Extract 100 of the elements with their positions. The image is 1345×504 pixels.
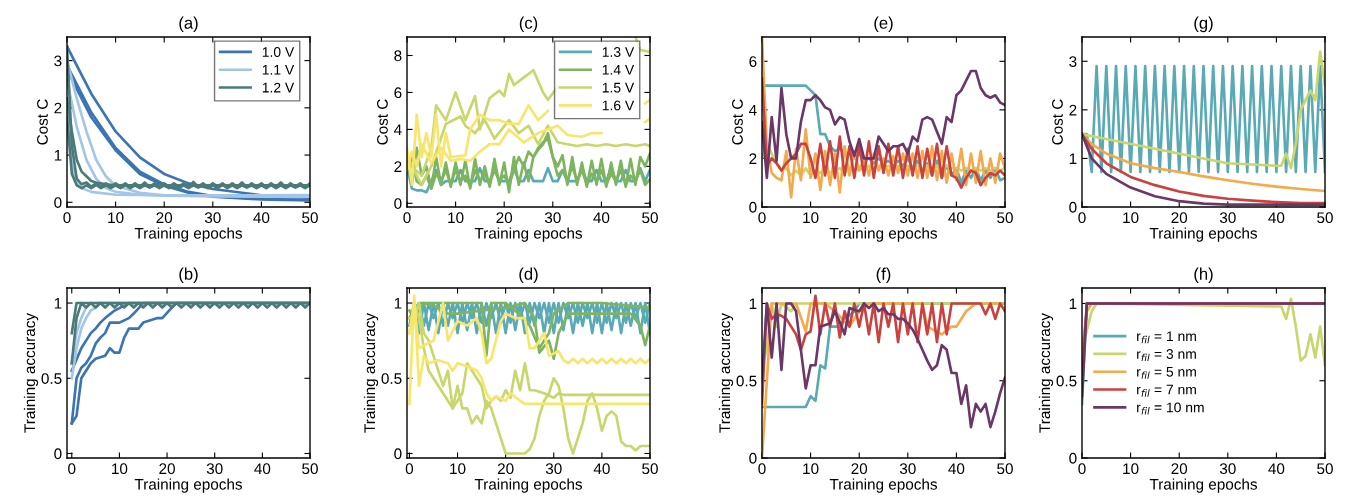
x-tick-label: 10 [448,212,464,224]
y-tick-label: 0.5 [736,375,757,387]
chart-title: (g) [1194,16,1213,33]
chart-title: (f) [876,267,891,284]
x-tick-label: 10 [108,212,124,224]
y-tick-label: 0 [394,198,402,209]
x-tick-label: 10 [450,463,466,475]
chart-title: (h) [1194,267,1213,284]
y-axis-title: Cost C [732,99,743,145]
chart-title: (e) [874,16,893,33]
x-tick-label: 50 [1317,212,1333,224]
x-axis-title: Training epochs [829,478,938,493]
y-tick-label: 1 [1069,298,1077,309]
legend-label: 1.1 V [262,65,295,75]
y-axis-title: Training accuracy [1038,313,1054,433]
legend-label: 1.5 V [602,82,635,93]
legend-label: 1.3 V [602,47,635,57]
legend-label: 1.2 V [262,82,295,93]
x-tick-label: 10 [1123,212,1139,224]
y-axis-title: Cost C [377,99,388,145]
legend-label: r$_{fil}$ = 5 nm [1137,367,1196,379]
x-tick-label: 50 [997,212,1013,224]
x-tick-label: 20 [851,463,868,475]
x-tick-label: 10 [803,463,819,475]
y-tick-label: 0 [749,452,757,464]
y-tick-label: 1 [54,298,62,309]
x-tick-label: 10 [1123,463,1139,475]
x-tick-label: 30 [1219,212,1236,224]
x-tick-label: 40 [1268,463,1285,475]
x-tick-label: 20 [156,212,173,224]
x-tick-label: 50 [642,212,658,224]
x-tick-label: 30 [899,463,916,475]
x-tick-label: 0 [1078,463,1086,475]
x-tick-label: 40 [593,463,610,475]
chart-title: (d) [519,267,538,284]
chart-title: (b) [179,267,198,284]
y-tick-label: 0 [1069,201,1077,213]
x-tick-label: 0 [758,463,766,475]
y-tick-label: 0.5 [1056,375,1077,387]
legend-label: 1.6 V [602,100,635,111]
y-tick-label: 4 [748,104,757,116]
x-tick-label: 30 [204,212,221,224]
x-axis-title: Training epochs [474,227,583,242]
y-tick-label: 6 [394,87,402,99]
x-tick-label: 20 [851,212,868,224]
y-tick-label: 0.5 [381,373,402,384]
x-tick-label: 20 [497,463,514,475]
y-tick-label: 1 [394,298,402,309]
x-tick-label: 30 [545,463,562,475]
x-axis-title: Training epochs [829,227,938,242]
y-tick-label: 4 [393,124,402,135]
x-tick-label: 0 [63,212,71,224]
chart-title: (a) [179,16,198,33]
x-tick-label: 50 [302,463,318,475]
y-tick-label: 1 [749,298,757,309]
x-axis-title: Training epochs [474,478,583,493]
legend-label: r$_{fil}$ = 7 nm [1137,384,1196,397]
x-tick-label: 20 [496,212,513,224]
y-tick-label: 6 [749,56,757,67]
y-tick-label: 3 [54,55,62,67]
x-tick-label: 0 [1078,212,1086,224]
x-tick-label: 10 [803,212,819,224]
x-axis-title: Training epochs [1149,478,1258,493]
x-tick-label: 0 [405,463,414,475]
y-tick-label: 1 [54,150,62,161]
x-tick-label: 40 [254,463,271,475]
x-tick-label: 40 [948,463,965,475]
x-tick-label: 0 [758,212,766,224]
y-tick-label: 0 [749,201,757,213]
x-tick-label: 50 [642,463,658,475]
x-tick-label: 40 [253,212,270,224]
y-tick-label: 0 [394,448,402,460]
x-tick-label: 50 [302,212,318,224]
y-axis-title: Training accuracy [363,313,379,433]
y-tick-label: 0 [1069,452,1077,464]
x-tick-label: 0 [68,463,76,475]
y-tick-label: 2 [1069,104,1077,116]
legend-label: r$_{fil}$ = 10 nm [1137,402,1204,415]
x-tick-label: 40 [948,212,965,224]
y-axis-title: Training accuracy [718,313,734,433]
x-tick-label: 0 [403,212,411,224]
y-tick-label: 0 [54,448,62,460]
x-tick-label: 50 [997,463,1013,475]
y-tick-label: 8 [394,50,402,62]
y-axis-title: Cost C [1052,99,1063,145]
y-tick-label: 2 [394,161,402,172]
y-axis-title: Cost C [37,99,48,145]
y-tick-label: 0.5 [41,373,62,384]
x-tick-label: 30 [1219,463,1236,475]
x-tick-label: 40 [593,212,610,224]
x-tick-label: 50 [1317,463,1333,475]
legend-label: r$_{fil}$ = 1 nm [1137,331,1196,344]
x-axis-title: Training epochs [134,227,243,242]
x-axis-title: Training epochs [134,478,243,493]
x-axis-title: Training epochs [1149,227,1258,242]
x-tick-label: 30 [206,463,223,475]
y-tick-label: 0 [54,197,62,208]
x-tick-label: 10 [112,463,128,475]
x-tick-label: 30 [544,212,561,224]
x-tick-label: 30 [899,212,916,224]
